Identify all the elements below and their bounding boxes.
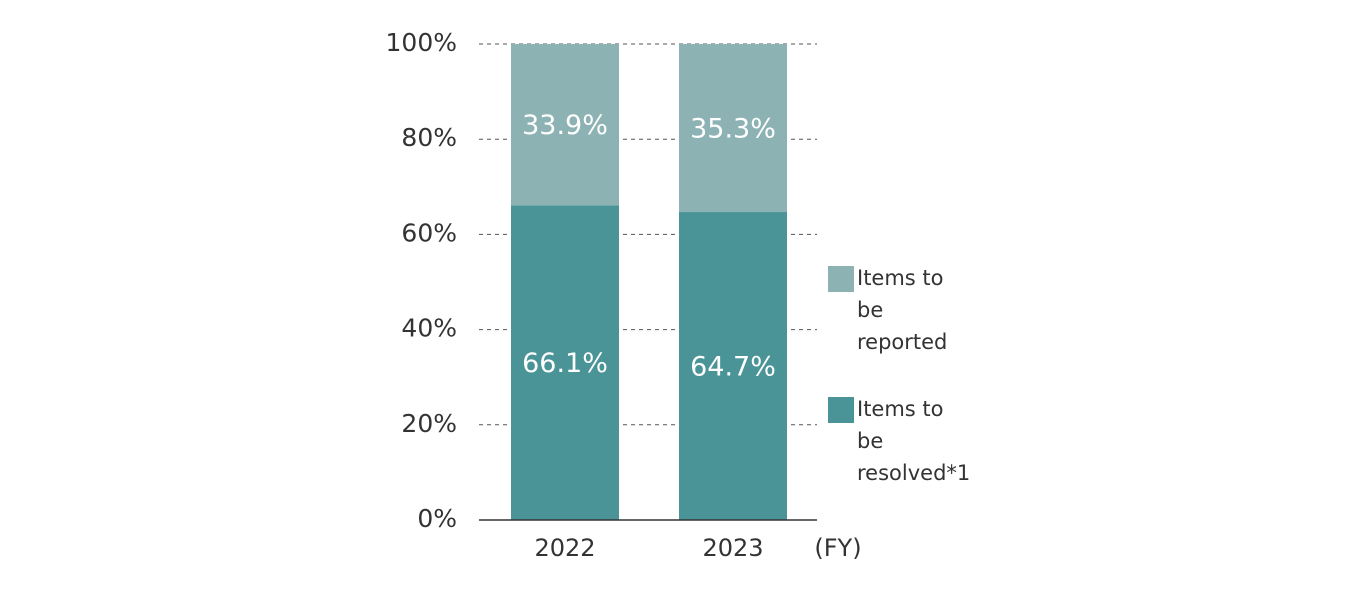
- y-tick-label: 100%: [386, 28, 457, 57]
- x-tick-label: 2022: [534, 534, 595, 562]
- legend-label: Items to be resolved*1: [857, 397, 971, 485]
- y-tick-label: 0%: [417, 504, 457, 533]
- y-tick-label: 80%: [401, 123, 457, 152]
- data-label: 66.1%: [522, 348, 608, 379]
- legend-label: Items to be reported: [857, 266, 948, 354]
- legend-swatch: [828, 266, 854, 292]
- data-label: 35.3%: [690, 114, 776, 145]
- bar-segment: [511, 44, 619, 206]
- y-tick-label: 20%: [401, 409, 457, 438]
- y-tick-label: 60%: [401, 218, 457, 247]
- y-tick-label: 40%: [401, 314, 457, 343]
- bar-segment: [679, 44, 787, 213]
- bar-segment: [679, 212, 787, 520]
- data-label: 64.7%: [690, 352, 776, 383]
- x-tick-label: 2023: [702, 534, 763, 562]
- x-axis-label: (FY): [814, 534, 861, 562]
- bar-segment: [511, 205, 619, 520]
- legend-swatch: [828, 397, 854, 423]
- data-label: 33.9%: [522, 110, 608, 141]
